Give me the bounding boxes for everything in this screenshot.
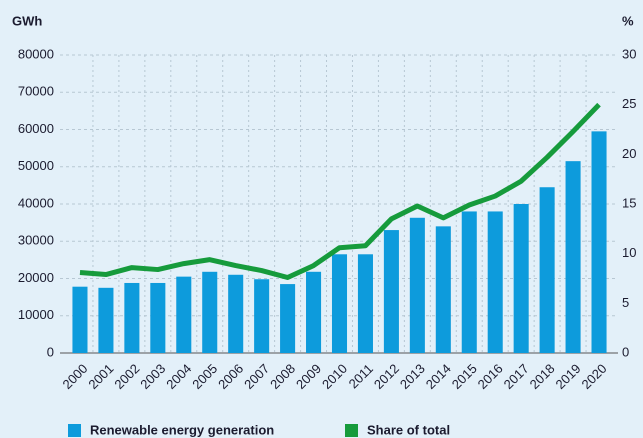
bar [150,282,166,353]
bar [176,276,192,353]
bar [72,286,88,353]
legend-label: Renewable energy generation [90,422,274,437]
x-tick-label: 2010 [319,361,350,392]
y-tick-label: 20000 [18,270,54,285]
bar [487,211,503,353]
x-tick-label: 2020 [579,361,610,392]
y-tick-label: 10000 [18,307,54,322]
bar [331,254,348,353]
x-tick-label: 2007 [241,361,272,392]
bar [357,254,373,353]
y2-axis-label: % [622,13,634,28]
x-tick-label: 2016 [475,361,506,392]
y2-tick-label: 25 [622,96,636,111]
x-tick-label: 2008 [267,361,298,392]
y2-tick-label: 10 [622,245,636,260]
bar [98,287,114,353]
bar [228,274,244,353]
x-tick-label: 2014 [423,361,454,392]
x-tick-label: 2019 [553,361,584,392]
x-tick-label: 2013 [397,361,428,392]
y2-tick-label: 20 [622,146,636,161]
legend-swatch [345,424,358,437]
y2-tick-label: 0 [622,344,629,359]
x-tick-label: 2009 [293,361,324,392]
bar [591,131,607,353]
bar [202,271,218,353]
y-tick-label: 70000 [18,84,54,99]
x-tick-label: 2002 [111,361,142,392]
x-tick-label: 2012 [371,361,402,392]
y-tick-label: 30000 [18,233,54,248]
legend-label: Share of total [367,422,450,437]
y2-tick-label: 15 [622,195,636,210]
x-tick-label: 2003 [137,361,168,392]
bar [513,204,529,353]
x-tick-label: 2004 [163,361,194,392]
bar [280,284,296,353]
bar [383,230,399,353]
bar [254,279,270,353]
bar [435,226,451,353]
x-tick-label: 2015 [449,361,480,392]
x-tick-label: 2005 [189,361,220,392]
x-tick-label: 2001 [85,361,116,392]
x-tick-label: 2017 [501,361,532,392]
y2-tick-label: 5 [622,295,629,310]
y-tick-label: 80000 [18,46,54,61]
y-axis-label: GWh [12,13,42,28]
bar [565,161,581,353]
y-tick-label: 50000 [18,158,54,173]
bar [539,187,555,353]
line [79,102,601,281]
x-tick-label: 2000 [59,361,90,392]
bar [124,282,140,353]
bar [306,271,322,353]
y-tick-label: 40000 [18,195,54,210]
x-tick-label: 2018 [527,361,558,392]
x-tick-label: 2006 [215,361,246,392]
y-tick-label: 0 [47,344,54,359]
y2-tick-label: 30 [622,46,636,61]
legend-swatch [68,424,81,437]
bar [409,217,425,353]
bar [461,211,477,353]
x-tick-label: 2011 [346,361,376,391]
y-tick-label: 60000 [18,121,54,136]
